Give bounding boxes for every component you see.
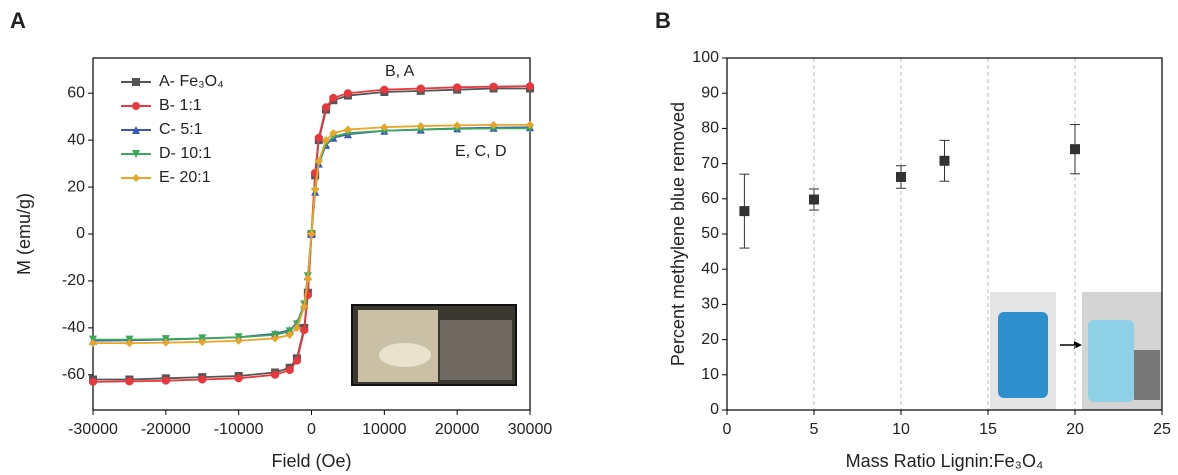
x-tick-label: -10000: [214, 421, 264, 438]
legend-label: E- 20:1: [159, 169, 211, 186]
point: [1070, 144, 1080, 155]
marker: [303, 274, 312, 283]
marker: [329, 93, 338, 102]
marker: [285, 366, 294, 375]
marker: [322, 103, 331, 112]
y-tick-label: 0: [76, 225, 85, 242]
inset-photo: [351, 304, 517, 386]
y-tick-label: 70: [701, 155, 719, 172]
marker: [526, 120, 534, 129]
y-tick-label: 30: [701, 296, 719, 313]
marker: [416, 122, 425, 131]
x-tick-label: 20000: [435, 421, 480, 438]
marker: [311, 185, 320, 194]
point: [809, 194, 819, 205]
legend-marker: [132, 126, 140, 134]
legend-label: C- 5:1: [159, 121, 203, 138]
x-tick-label: 25: [1153, 421, 1171, 438]
marker: [526, 82, 534, 91]
legend-marker: [132, 174, 140, 182]
point: [896, 171, 906, 182]
y-tick-label: 100: [692, 49, 719, 66]
panel-label: A: [10, 8, 26, 33]
marker: [300, 302, 309, 311]
x-tick-label: 15: [979, 421, 997, 438]
marker: [285, 330, 294, 339]
marker: [89, 377, 97, 386]
marker: [89, 339, 97, 348]
marker: [314, 157, 323, 166]
y-tick-label: 90: [701, 84, 719, 101]
legend-label: D- 10:1: [159, 145, 212, 162]
y-tick-label: 60: [67, 84, 85, 101]
y-axis-title: Percent methylene blue removed: [668, 102, 688, 366]
panel-label: B: [655, 8, 671, 33]
legend-marker: [132, 102, 140, 110]
marker: [343, 89, 352, 98]
marker: [489, 120, 498, 129]
marker: [307, 230, 316, 238]
x-tick-label: 5: [810, 421, 819, 438]
marker: [314, 133, 323, 142]
point: [739, 206, 750, 217]
x-tick-label: -30000: [68, 421, 118, 438]
y-tick-label: 20: [67, 178, 85, 195]
y-tick-label: -20: [62, 272, 85, 289]
y-tick-label: -60: [62, 366, 85, 383]
x-tick-label: 0: [723, 421, 732, 438]
marker: [343, 125, 352, 134]
legend-marker: [132, 150, 140, 158]
marker: [271, 334, 280, 343]
y-tick-label: 0: [710, 401, 719, 418]
y-tick-label: 80: [701, 120, 719, 137]
point: [939, 155, 950, 166]
marker: [380, 123, 389, 132]
marker: [416, 84, 425, 93]
x-tick-label: 0: [307, 421, 316, 438]
y-tick-label: 60: [701, 190, 719, 207]
legend-marker: [132, 78, 140, 86]
marker: [453, 121, 462, 130]
y-tick-label: 40: [67, 131, 85, 148]
marker: [198, 375, 207, 384]
marker: [234, 336, 243, 345]
legend-label: A- Fe₃O₄: [159, 73, 224, 90]
x-tick-label: 10000: [362, 421, 407, 438]
marker: [300, 326, 309, 335]
marker: [234, 374, 243, 383]
marker: [292, 356, 301, 365]
y-tick-label: 50: [701, 225, 719, 242]
marker: [489, 82, 498, 91]
marker: [292, 323, 301, 332]
y-tick-label: 40: [701, 260, 719, 277]
y-tick-label: 10: [701, 366, 719, 383]
marker: [380, 85, 389, 94]
marker: [125, 377, 134, 386]
marker: [198, 337, 207, 346]
y-axis-title: M (emu/g): [14, 193, 34, 275]
x-axis-title: Mass Ratio Lignin:Fe₃O₄: [846, 451, 1044, 471]
y-tick-label: -40: [62, 319, 85, 336]
marker: [453, 83, 462, 92]
marker: [322, 136, 331, 145]
x-tick-label: 30000: [508, 421, 553, 438]
inset-photo: [990, 292, 1162, 410]
marker: [125, 339, 134, 348]
annotation: E, C, D: [455, 143, 507, 160]
annotation: B, A: [385, 63, 415, 80]
marker: [161, 338, 170, 347]
x-tick-label: 10: [892, 421, 910, 438]
y-tick-label: 20: [701, 331, 719, 348]
marker: [161, 376, 170, 385]
legend-label: B- 1:1: [159, 97, 202, 114]
marker: [271, 370, 280, 379]
x-tick-label: 20: [1066, 421, 1084, 438]
x-tick-label: -20000: [141, 421, 191, 438]
x-axis-title: Field (Oe): [271, 451, 351, 471]
marker: [329, 129, 338, 138]
